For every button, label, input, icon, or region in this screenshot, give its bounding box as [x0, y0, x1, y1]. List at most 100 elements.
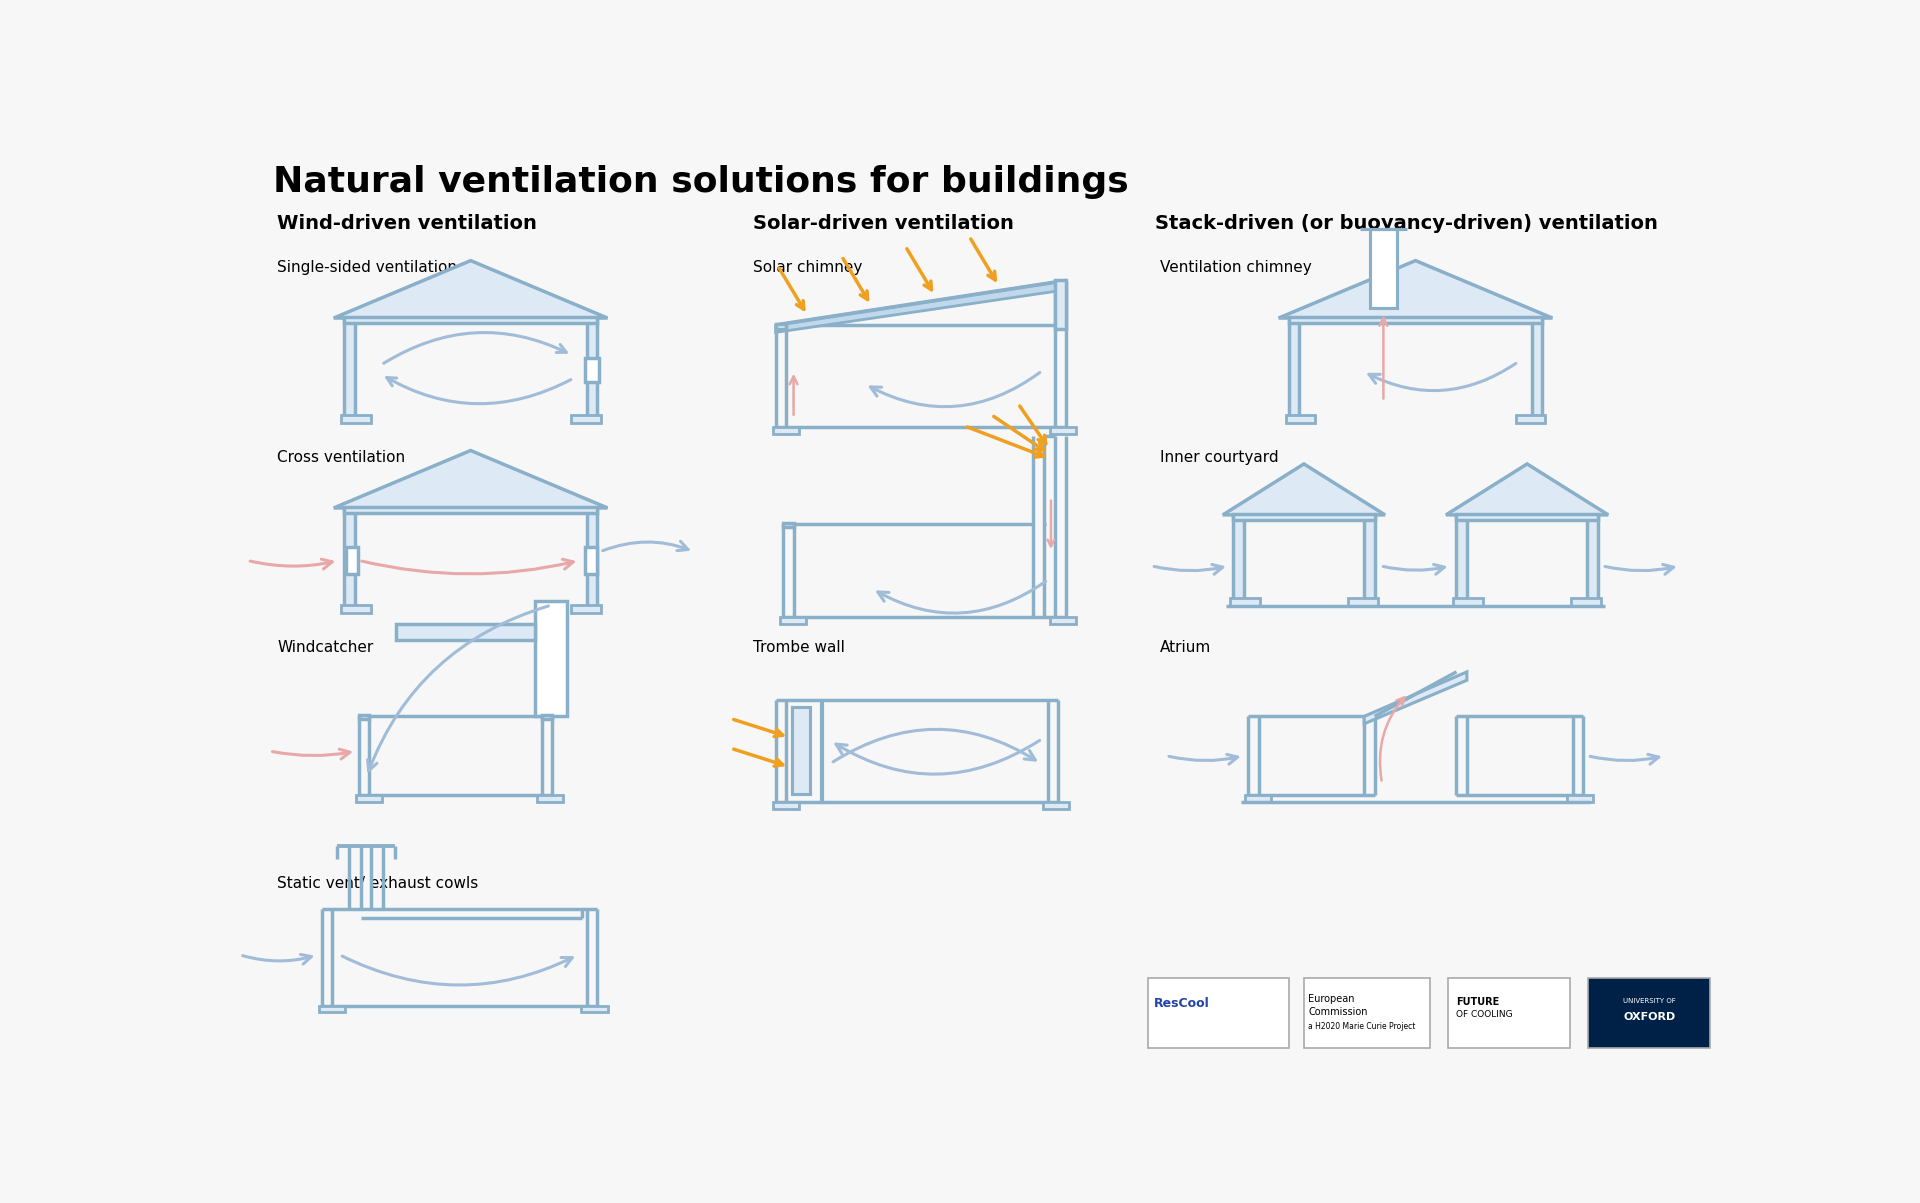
Bar — [1050, 427, 1077, 434]
Text: Trombe wall: Trombe wall — [753, 640, 845, 654]
Bar — [1365, 512, 1375, 598]
FancyArrowPatch shape — [1154, 564, 1223, 574]
Bar — [588, 316, 597, 415]
Bar — [344, 316, 355, 415]
Bar — [346, 547, 357, 574]
Bar — [359, 716, 369, 719]
Bar — [1567, 795, 1594, 801]
Text: Solar chimney: Solar chimney — [753, 260, 862, 275]
Text: UNIVERSITY OF: UNIVERSITY OF — [1622, 998, 1676, 1005]
Bar — [1246, 795, 1271, 801]
FancyArrowPatch shape — [1020, 407, 1046, 444]
Bar — [344, 318, 597, 322]
Bar — [570, 605, 601, 612]
Bar — [1304, 978, 1430, 1048]
Bar — [319, 1006, 346, 1012]
Bar — [588, 506, 597, 605]
FancyArrowPatch shape — [833, 729, 1035, 761]
FancyArrowPatch shape — [1590, 754, 1659, 764]
Bar — [344, 506, 355, 605]
Bar — [340, 415, 371, 422]
FancyArrowPatch shape — [733, 719, 783, 736]
FancyArrowPatch shape — [242, 954, 311, 964]
Polygon shape — [776, 280, 1066, 332]
FancyArrowPatch shape — [835, 740, 1041, 775]
Bar — [541, 716, 553, 719]
Polygon shape — [1365, 672, 1467, 724]
Text: Atrium: Atrium — [1160, 640, 1212, 654]
Text: Single-sided ventilation: Single-sided ventilation — [276, 260, 457, 275]
FancyArrowPatch shape — [906, 249, 931, 290]
Text: Commission: Commission — [1308, 1007, 1367, 1017]
FancyArrowPatch shape — [968, 427, 1043, 457]
Bar — [776, 324, 785, 328]
FancyArrowPatch shape — [273, 749, 349, 759]
FancyArrowPatch shape — [789, 377, 797, 415]
FancyArrowPatch shape — [1369, 363, 1517, 391]
Text: OF COOLING: OF COOLING — [1455, 1011, 1513, 1019]
Text: Natural ventilation solutions for buildings: Natural ventilation solutions for buildi… — [273, 165, 1129, 198]
Bar — [1515, 415, 1546, 422]
FancyArrowPatch shape — [250, 559, 332, 569]
Bar — [1288, 318, 1542, 322]
Text: Solar-driven ventilation: Solar-driven ventilation — [753, 214, 1014, 233]
FancyArrowPatch shape — [843, 259, 868, 300]
FancyArrowPatch shape — [972, 239, 995, 280]
Polygon shape — [1279, 261, 1553, 318]
FancyArrowPatch shape — [1382, 564, 1444, 574]
Bar — [582, 1006, 607, 1012]
Text: Inner courtyard: Inner courtyard — [1160, 450, 1279, 466]
FancyArrowPatch shape — [1605, 564, 1674, 574]
Polygon shape — [1223, 464, 1384, 515]
FancyArrowPatch shape — [733, 749, 783, 766]
FancyArrowPatch shape — [995, 416, 1044, 450]
Text: a H2020 Marie Curie Project: a H2020 Marie Curie Project — [1308, 1021, 1415, 1031]
Bar — [1448, 978, 1571, 1048]
Bar — [772, 427, 799, 434]
Bar — [1371, 229, 1396, 308]
Text: Stack-driven (or buoyancy-driven) ventilation: Stack-driven (or buoyancy-driven) ventil… — [1156, 214, 1659, 233]
Text: Static vent/ exhaust cowls: Static vent/ exhaust cowls — [276, 876, 478, 891]
FancyArrowPatch shape — [603, 541, 687, 551]
Text: ResCool: ResCool — [1154, 996, 1210, 1009]
Text: OXFORD: OXFORD — [1622, 1012, 1676, 1023]
FancyArrowPatch shape — [1379, 318, 1388, 398]
Bar — [340, 605, 371, 612]
Bar — [780, 617, 806, 624]
Bar — [772, 802, 799, 808]
FancyArrowPatch shape — [877, 581, 1046, 614]
Polygon shape — [334, 261, 607, 318]
FancyArrowPatch shape — [1048, 500, 1054, 546]
Bar — [1288, 316, 1300, 415]
Bar — [1286, 415, 1315, 422]
Bar — [1233, 512, 1244, 598]
Bar — [1050, 617, 1077, 624]
Polygon shape — [1446, 464, 1609, 515]
Bar — [783, 523, 793, 527]
Bar — [570, 415, 601, 422]
Bar — [1043, 802, 1069, 808]
Bar — [1571, 598, 1601, 605]
FancyArrowPatch shape — [342, 956, 572, 985]
Text: Ventilation chimney: Ventilation chimney — [1160, 260, 1311, 275]
Bar — [355, 795, 382, 801]
Bar — [1056, 279, 1066, 328]
Text: European: European — [1308, 994, 1356, 1003]
Bar — [586, 547, 597, 574]
FancyArrowPatch shape — [361, 559, 574, 574]
Text: Windcatcher: Windcatcher — [276, 640, 374, 654]
Bar — [1453, 598, 1482, 605]
Text: Wind-driven ventilation: Wind-driven ventilation — [276, 214, 538, 233]
Bar — [1233, 514, 1375, 520]
FancyArrowPatch shape — [780, 268, 804, 309]
Bar — [586, 358, 599, 383]
Text: Cross ventilation: Cross ventilation — [276, 450, 405, 466]
Bar — [1588, 978, 1711, 1048]
Polygon shape — [334, 450, 607, 508]
Text: FUTURE: FUTURE — [1455, 996, 1500, 1007]
Bar — [1457, 514, 1597, 520]
FancyArrowPatch shape — [1380, 698, 1404, 781]
Bar — [1532, 316, 1542, 415]
Bar — [1348, 598, 1379, 605]
FancyArrowPatch shape — [384, 332, 566, 363]
